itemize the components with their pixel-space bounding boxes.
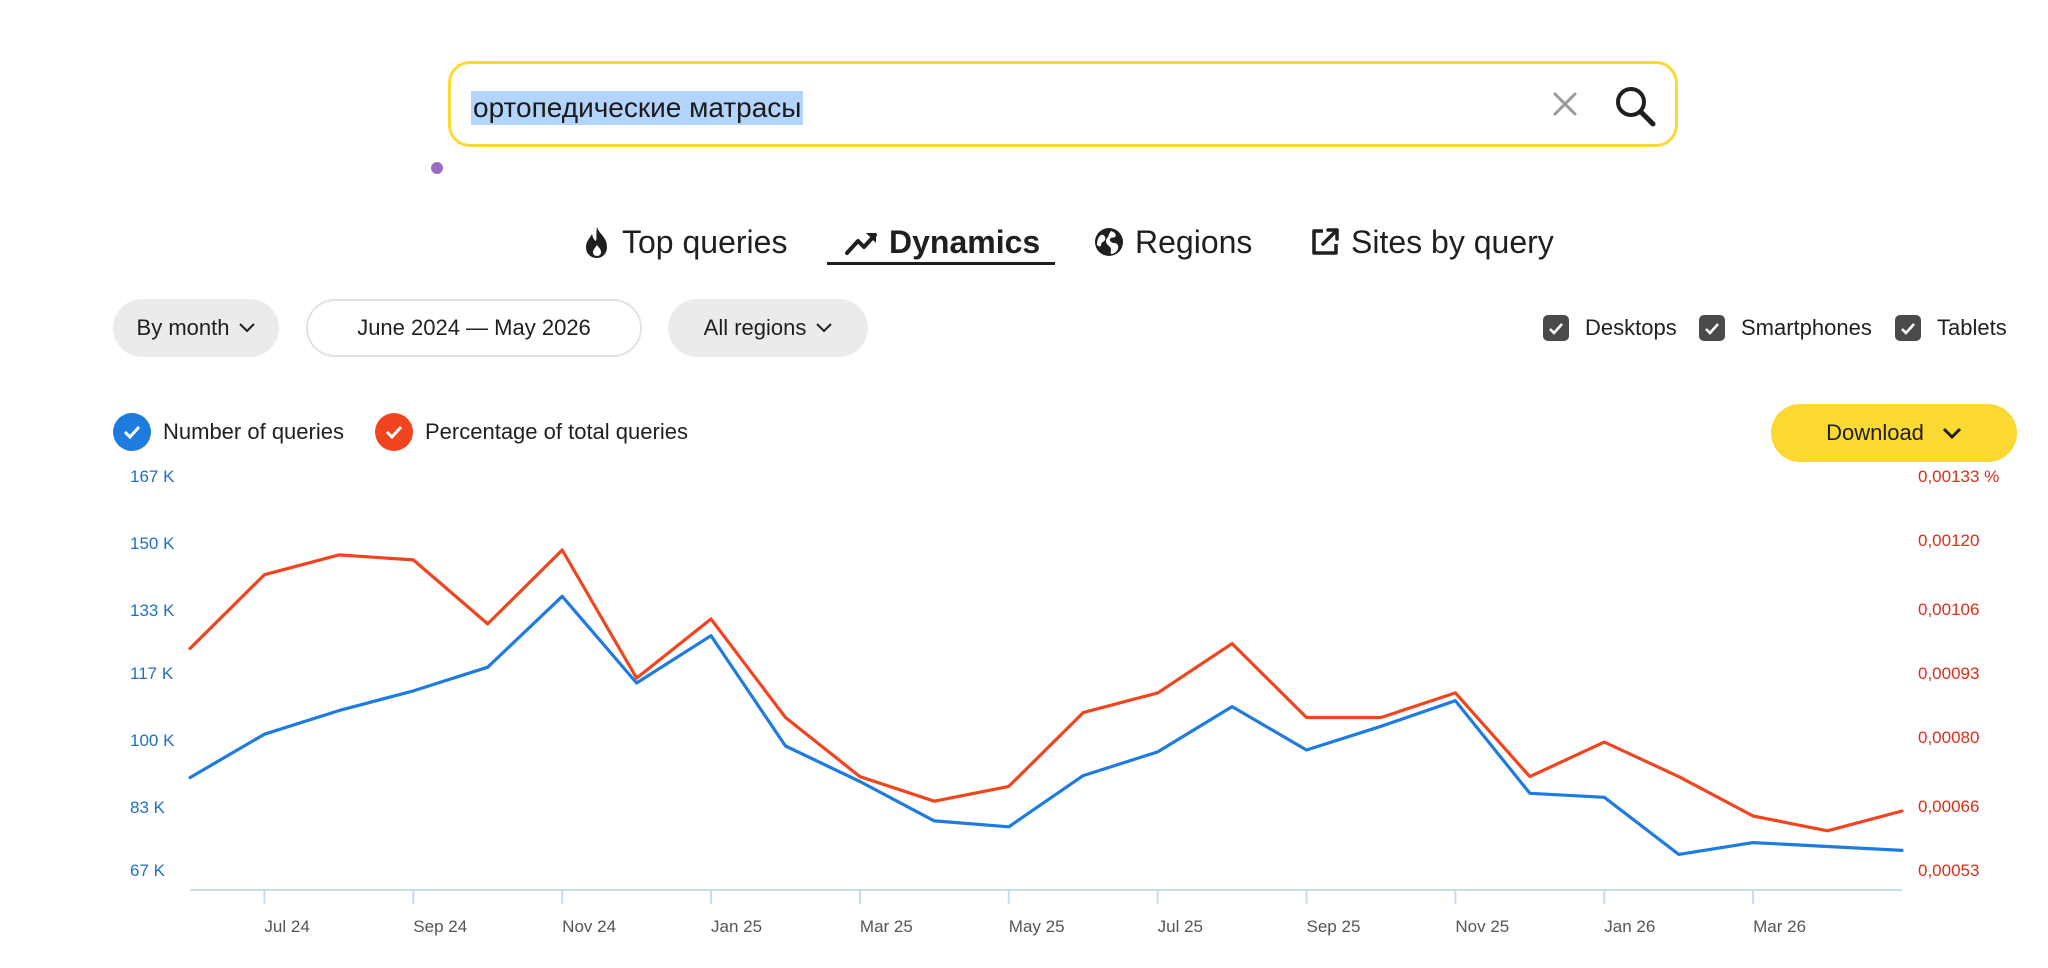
x-tick-label: Jul 24	[264, 917, 309, 936]
legend-number-of-queries[interactable]: Number of queries	[113, 412, 344, 452]
search-box[interactable]: ортопедические матрасы	[448, 61, 1678, 147]
download-button[interactable]: Download	[1771, 404, 2017, 462]
period-select[interactable]: By month	[113, 299, 279, 357]
checkmark-icon	[1699, 315, 1725, 341]
date-range-picker[interactable]: June 2024 — May 2026	[306, 299, 642, 357]
search-input[interactable]: ортопедические матрасы	[471, 91, 804, 125]
y-right-tick-label: 0,00053	[1918, 861, 1979, 880]
checkbox-desktops[interactable]: Desktops	[1543, 314, 1677, 342]
region-select[interactable]: All regions	[668, 299, 868, 357]
tab-bar: Top queries Dynamics Regions Sites by qu…	[0, 218, 2048, 268]
checkbox-label: Tablets	[1937, 315, 2007, 340]
y-left-tick-label: 150 K	[130, 534, 175, 553]
period-value: By month	[136, 315, 230, 340]
y-left-tick-label: 100 K	[130, 731, 175, 750]
y-left-tick-label: 67 K	[130, 861, 166, 880]
legend-percentage-of-total[interactable]: Percentage of total queries	[375, 412, 688, 452]
y-right-tick-label: 0,00106	[1918, 600, 1979, 619]
y-right-tick-label: 0,00066	[1918, 797, 1979, 816]
x-tick-label: Jul 25	[1158, 917, 1203, 936]
globe-icon	[1095, 228, 1123, 256]
x-tick-label: Nov 24	[562, 917, 616, 936]
tab-dynamics[interactable]: Dynamics	[845, 218, 1040, 266]
active-tab-underline	[827, 262, 1055, 265]
tab-label: Top queries	[622, 223, 788, 260]
external-link-icon	[1312, 228, 1339, 255]
x-tick-label: Sep 25	[1307, 917, 1361, 936]
checkbox-label: Desktops	[1585, 315, 1677, 340]
clear-icon[interactable]	[1547, 86, 1583, 122]
download-label: Download	[1826, 420, 1924, 445]
indicator-dot	[431, 162, 443, 174]
tab-label: Dynamics	[889, 223, 1041, 260]
date-range-value: June 2024 — May 2026	[357, 315, 591, 340]
tab-label: Regions	[1135, 223, 1253, 260]
checkmark-icon	[1895, 315, 1921, 341]
y-left-tick-label: 117 K	[130, 664, 174, 683]
series-line-number-of-queries	[188, 594, 1904, 856]
x-tick-label: Mar 25	[860, 917, 913, 936]
y-right-tick-label: 0,00093	[1918, 664, 1979, 683]
trending-up-icon	[845, 233, 877, 255]
series-line-percentage-of-total	[188, 548, 1904, 833]
search-icon[interactable]	[1613, 84, 1657, 128]
checkbox-tablets[interactable]: Tablets	[1895, 314, 2007, 342]
chevron-down-icon	[1942, 427, 1961, 439]
y-left-tick-label: 133 K	[130, 601, 175, 620]
x-tick-label: Sep 24	[413, 917, 467, 936]
y-left-tick-label: 167 K	[130, 470, 175, 486]
chevron-down-icon	[239, 323, 256, 333]
checkmark-icon	[375, 413, 413, 451]
region-value: All regions	[703, 315, 807, 340]
x-tick-label: Jan 25	[711, 917, 762, 936]
checkbox-smartphones[interactable]: Smartphones	[1699, 314, 1872, 342]
checkmark-icon	[113, 413, 151, 451]
dynamics-chart: 67 K 83 K 100 K 117 K 133 K 150 K 167 K 0,00053…	[130, 470, 1999, 936]
x-tick-label: Jan 26	[1604, 917, 1655, 936]
checkbox-label: Smartphones	[1741, 315, 1872, 340]
checkmark-icon	[1543, 315, 1569, 341]
tab-regions[interactable]: Regions	[1093, 218, 1252, 266]
tab-top-queries[interactable]: Top queries	[582, 218, 787, 266]
tab-label: Sites by query	[1351, 223, 1554, 260]
y-right-tick-label: 0,00080	[1918, 728, 1979, 747]
legend-label: Number of queries	[163, 419, 344, 444]
y-right-tick-label: 0,00120	[1918, 531, 1979, 550]
x-tick-label: Nov 25	[1455, 917, 1509, 936]
x-tick-label: May 25	[1009, 917, 1065, 936]
legend-label: Percentage of total queries	[425, 419, 688, 444]
y-left-tick-label: 83 K	[130, 798, 166, 817]
tab-sites-by-query[interactable]: Sites by query	[1309, 218, 1554, 266]
chevron-down-icon	[816, 323, 833, 333]
fire-icon	[586, 227, 607, 258]
y-right-tick-label: 0,00133 %	[1918, 470, 1999, 486]
x-tick-label: Mar 26	[1753, 917, 1806, 936]
